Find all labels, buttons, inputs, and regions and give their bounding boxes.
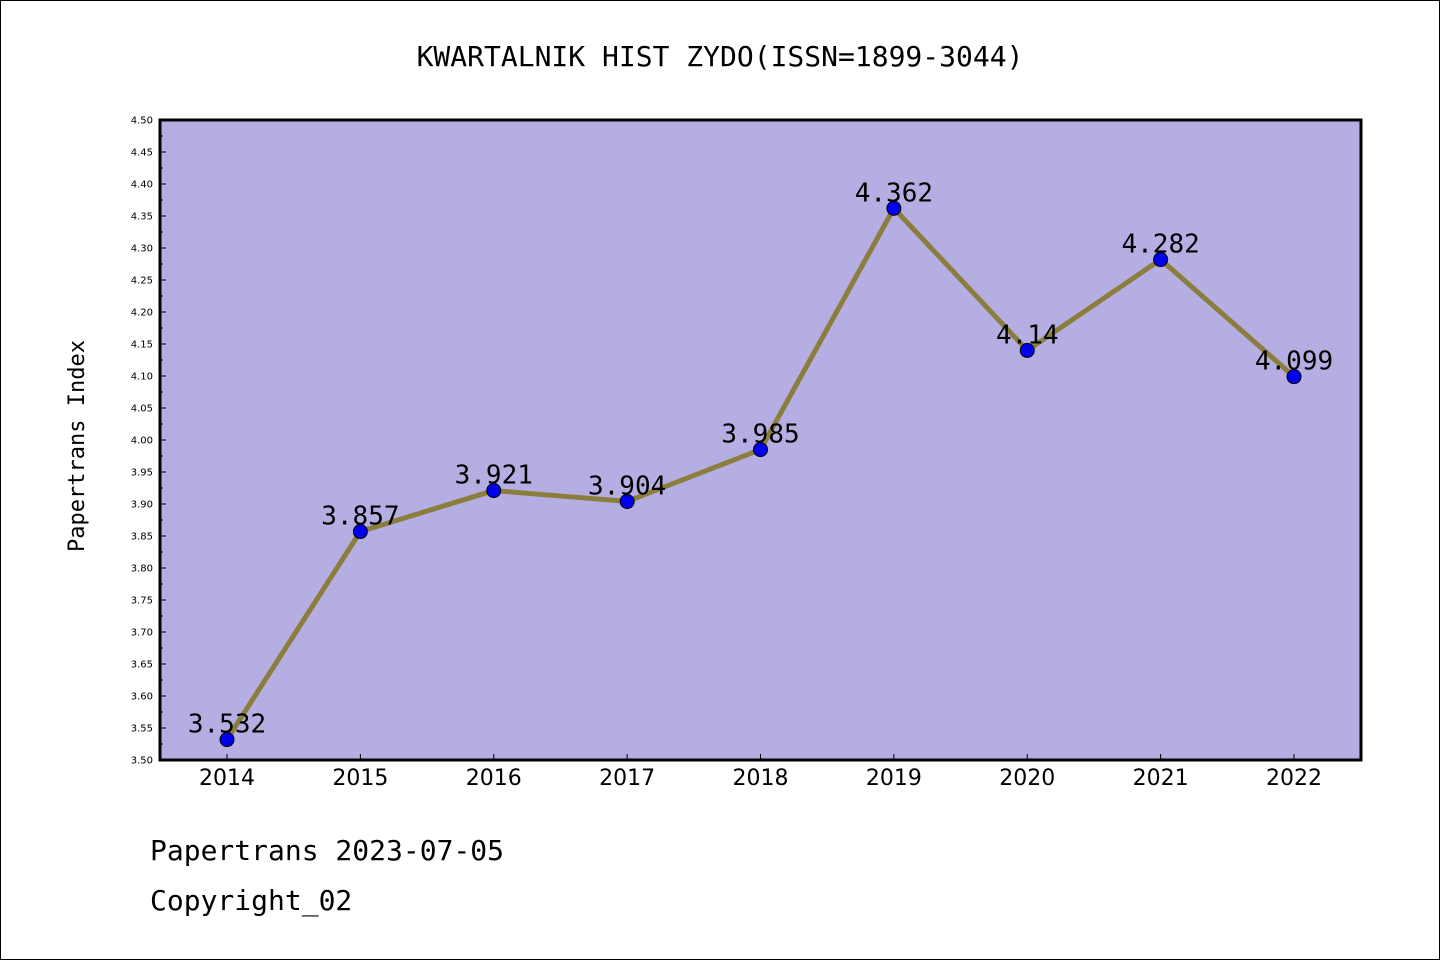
y-tick-label: 3.80 [131,564,153,575]
y-tick-label: 4.35 [131,212,153,223]
chart-title: KWARTALNIK HIST ZYDO(ISSN=1899-3044) [417,40,1024,73]
x-tick-label: 2022 [1266,766,1322,791]
data-point [1019,342,1035,358]
data-label: 3.857 [321,502,399,532]
data-point [1153,252,1169,268]
data-label: 3.921 [455,461,533,491]
plot-area [160,120,1361,760]
y-tick-label: 3.65 [131,660,153,671]
y-tick-label: 4.00 [131,436,153,447]
y-tick-label: 3.95 [131,468,153,479]
data-point [1286,369,1302,385]
y-tick-label: 4.45 [131,148,153,159]
y-tick-label: 3.90 [131,500,153,511]
source-date-text: Papertrans 2023-07-05 [150,834,505,867]
x-tick-label: 2021 [1133,766,1189,791]
data-label: 4.14 [996,320,1059,350]
data-label: 3.985 [721,420,799,450]
y-tick-label: 4.10 [131,372,153,383]
copyright-text: Copyright_02 [150,884,353,917]
data-label: 3.532 [188,710,266,740]
y-tick-label: 3.55 [131,724,153,735]
data-point [886,200,902,216]
x-tick-label: 2015 [332,766,388,791]
x-tick-label: 2018 [733,766,789,791]
data-point [753,442,768,458]
data-label: 4.362 [855,178,933,208]
data-point [486,483,502,499]
y-tick-label: 4.40 [131,180,153,191]
y-tick-label: 3.70 [131,628,153,639]
y-tick-label: 4.30 [131,244,153,255]
series-group [219,200,1302,748]
y-tick-label: 3.50 [131,756,153,767]
y-tick-label: 4.15 [131,340,153,351]
plot-border [158,118,1363,762]
data-point [219,732,235,748]
data-label: 3.904 [588,471,666,501]
y-tick-label: 4.20 [131,308,153,319]
data-point [619,493,635,509]
y-tick-label: 4.05 [131,404,153,415]
x-tick-label: 2019 [866,766,922,791]
x-tick-label: 2016 [466,766,522,791]
y-tick-label: 3.85 [131,532,153,543]
y-tick-label: 3.75 [131,596,153,607]
data-label: 4.282 [1121,230,1199,260]
y-axis-ticks: 3.50 3.55 3.60 3.65 3.70 3.75 3.80 3.85 3.90 3.95… [131,116,166,767]
data-labels: 3.532 3.857 3.921 3.904 3.985 4.362 4.14 4.282 4… [188,178,1333,739]
x-tick-label: 2014 [199,766,255,791]
data-label: 4.099 [1255,347,1333,377]
y-tick-label: 3.60 [131,692,153,703]
y-tick-label: 4.25 [131,276,153,287]
x-axis-ticks: 2014 2015 2016 2017 2018 2019 2020 2021 2022 [199,754,1322,791]
x-tick-label: 2017 [599,766,655,791]
x-tick-label: 2020 [999,766,1055,791]
y-tick-label: 4.50 [131,116,153,127]
y-axis-label: Papertrans Index [65,340,90,552]
data-point [352,524,368,540]
